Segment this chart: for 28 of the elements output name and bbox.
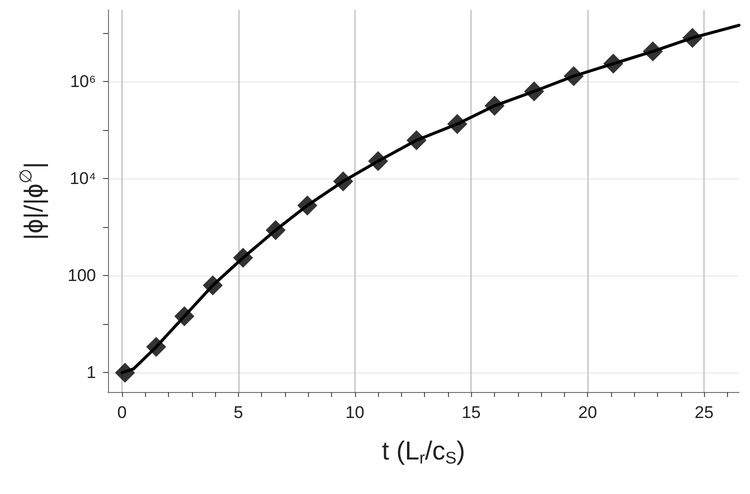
point [524, 81, 544, 102]
y-tick-label: 10⁶ [70, 72, 96, 92]
point [114, 362, 135, 383]
x-tick-label: 25 [694, 403, 714, 422]
x-tick-label: 20 [578, 403, 598, 422]
point [564, 66, 584, 86]
point [333, 171, 354, 192]
point [642, 41, 663, 62]
point [202, 275, 223, 296]
point [368, 151, 388, 172]
point [406, 130, 427, 150]
y-tick-label: 100 [68, 266, 96, 286]
point [447, 114, 468, 134]
y-axis-title: |ϕ|/|ϕ∅| [16, 162, 49, 240]
point [266, 220, 286, 240]
point [146, 336, 166, 357]
point [174, 306, 194, 326]
point [297, 195, 318, 216]
point [484, 96, 505, 116]
x-tick-label: 0 [117, 403, 127, 422]
x-tick-label: 10 [345, 403, 364, 422]
point [603, 54, 624, 74]
y-tick-label: 10⁴ [70, 169, 96, 188]
y-tick-label: 1 [86, 363, 96, 382]
point [233, 248, 254, 268]
x-tick-label: 5 [234, 403, 244, 422]
x-tick-label: 15 [462, 403, 481, 422]
point [682, 28, 702, 48]
